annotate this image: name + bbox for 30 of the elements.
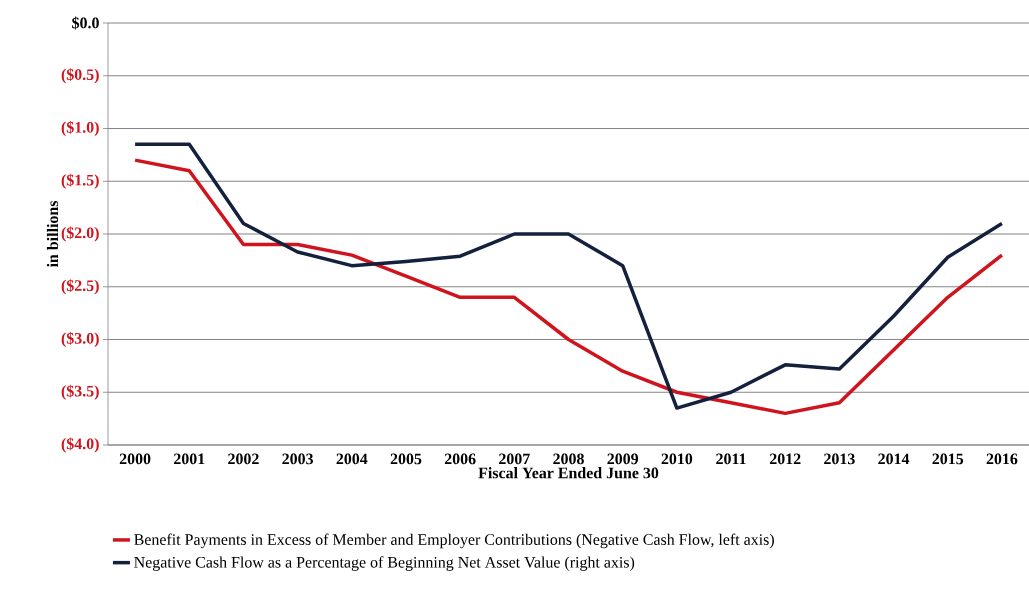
x-tick-label: 2014	[878, 453, 910, 465]
y-axis-title: in billions	[46, 200, 59, 268]
y-tick-label: ($2.5)	[61, 279, 99, 295]
x-tick-label: 2003	[282, 453, 314, 465]
x-tick-label: 2004	[336, 453, 368, 465]
x-tick-label: 2007	[499, 453, 530, 465]
y-tick-label: ($1.0)	[61, 121, 99, 136]
x-tick-label: 2001	[174, 453, 205, 465]
x-axis-title: Fiscal Year Ended June 30	[478, 467, 659, 479]
x-tick-label: 2016	[986, 453, 1018, 465]
y-tick-label: $0.0	[72, 16, 99, 30]
legend-label: Benefit Payments in Excess of Member and Employer Contributions (Negative Cash Flow, left axis)	[134, 533, 774, 549]
x-tick-label: 2000	[119, 453, 151, 465]
y-tick-label: ($0.5)	[61, 68, 99, 84]
x-tick-label: 2011	[716, 453, 746, 465]
y-tick-label: ($3.5)	[61, 384, 99, 400]
x-tick-label: 2006	[444, 453, 476, 465]
y-tick-label: ($3.0)	[61, 332, 99, 347]
y-tick-label: ($4.0)	[61, 437, 99, 453]
x-tick-label: 2010	[661, 453, 693, 465]
y-tick-label: ($2.0)	[61, 226, 99, 242]
x-tick-label: 2009	[607, 453, 639, 465]
x-tick-label: 2013	[824, 453, 855, 465]
x-tick-label: 2005	[390, 453, 422, 465]
x-tick-label: 2015	[932, 453, 964, 465]
x-tick-label: 2008	[553, 453, 584, 465]
x-tick-label: 2002	[228, 453, 259, 465]
x-tick-label: 2012	[769, 453, 801, 465]
y-tick-label: ($1.5)	[61, 173, 99, 189]
legend-label: Negative Cash Flow as a Percentage of Beginning Net Asset Value (right axis)	[134, 556, 635, 571]
